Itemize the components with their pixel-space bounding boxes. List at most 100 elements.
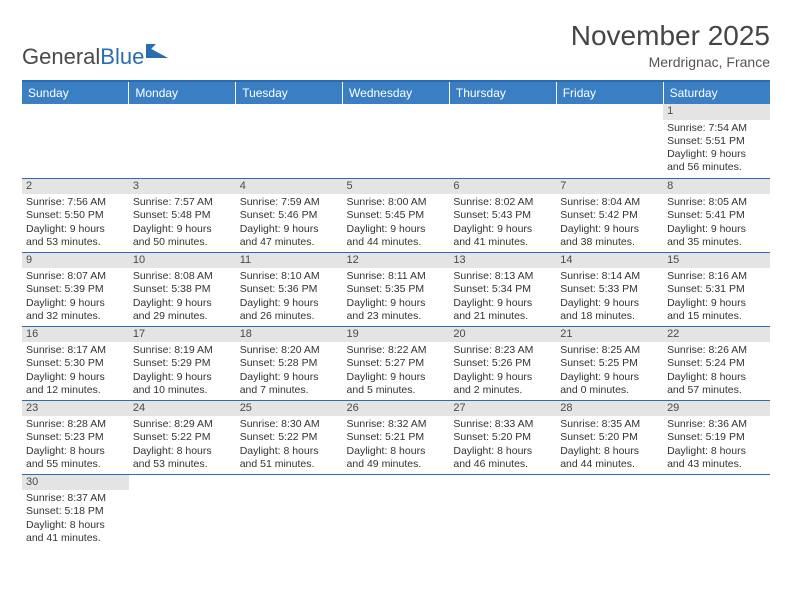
day-body: Sunrise: 8:05 AMSunset: 5:41 PMDaylight:… [663,194,770,251]
sunset: Sunset: 5:36 PM [240,283,339,296]
calendar-cell: 19Sunrise: 8:22 AMSunset: 5:27 PMDayligh… [343,326,450,400]
sunrise: Sunrise: 8:22 AM [347,344,446,357]
day-number: 25 [236,401,343,417]
sunset: Sunset: 5:35 PM [347,283,446,296]
daylight: Daylight: 9 hours and 2 minutes. [453,371,552,397]
daylight: Daylight: 9 hours and 7 minutes. [240,371,339,397]
daylight: Daylight: 9 hours and 5 minutes. [347,371,446,397]
sunrise: Sunrise: 8:11 AM [347,270,446,283]
day-number: 28 [556,401,663,417]
calendar-cell: 17Sunrise: 8:19 AMSunset: 5:29 PMDayligh… [129,326,236,400]
day-number: 15 [663,253,770,269]
day-number: 27 [449,401,556,417]
calendar-cell: 20Sunrise: 8:23 AMSunset: 5:26 PMDayligh… [449,326,556,400]
sunset: Sunset: 5:51 PM [667,135,766,148]
day-number: 9 [22,253,129,269]
daylight: Daylight: 9 hours and 44 minutes. [347,223,446,249]
day-body: Sunrise: 7:56 AMSunset: 5:50 PMDaylight:… [22,194,129,251]
day-header: Monday [129,82,236,104]
sunset: Sunset: 5:30 PM [26,357,125,370]
day-body: Sunrise: 8:13 AMSunset: 5:34 PMDaylight:… [449,268,556,325]
calendar-cell: 16Sunrise: 8:17 AMSunset: 5:30 PMDayligh… [22,326,129,400]
sunrise: Sunrise: 8:00 AM [347,196,446,209]
daylight: Daylight: 9 hours and 10 minutes. [133,371,232,397]
sunset: Sunset: 5:39 PM [26,283,125,296]
daylight: Daylight: 8 hours and 46 minutes. [453,445,552,471]
day-number: 24 [129,401,236,417]
calendar-cell [236,104,343,178]
title-block: November 2025 Merdrignac, France [571,20,770,70]
sunset: Sunset: 5:22 PM [240,431,339,444]
day-body: Sunrise: 8:14 AMSunset: 5:33 PMDaylight:… [556,268,663,325]
day-body: Sunrise: 8:19 AMSunset: 5:29 PMDaylight:… [129,342,236,399]
day-number: 7 [556,179,663,195]
day-body: Sunrise: 8:00 AMSunset: 5:45 PMDaylight:… [343,194,450,251]
daylight: Daylight: 8 hours and 41 minutes. [26,519,125,545]
day-number: 13 [449,253,556,269]
month-title: November 2025 [571,20,770,52]
daylight: Daylight: 9 hours and 29 minutes. [133,297,232,323]
day-body: Sunrise: 7:57 AMSunset: 5:48 PMDaylight:… [129,194,236,251]
calendar-cell: 30Sunrise: 8:37 AMSunset: 5:18 PMDayligh… [22,474,129,548]
sunrise: Sunrise: 8:14 AM [560,270,659,283]
calendar-cell: 21Sunrise: 8:25 AMSunset: 5:25 PMDayligh… [556,326,663,400]
day-header: Friday [556,82,663,104]
calendar-cell [129,474,236,548]
sunset: Sunset: 5:48 PM [133,209,232,222]
day-number: 18 [236,327,343,343]
day-number: 1 [663,104,770,120]
day-number: 14 [556,253,663,269]
sunset: Sunset: 5:28 PM [240,357,339,370]
day-number: 17 [129,327,236,343]
day-number: 11 [236,253,343,269]
day-number: 10 [129,253,236,269]
sunrise: Sunrise: 7:56 AM [26,196,125,209]
logo-text-2: Blue [100,44,144,70]
daylight: Daylight: 9 hours and 47 minutes. [240,223,339,249]
day-number: 30 [22,475,129,491]
day-header: Thursday [449,82,556,104]
sunrise: Sunrise: 8:13 AM [453,270,552,283]
calendar-cell [556,474,663,548]
daylight: Daylight: 9 hours and 50 minutes. [133,223,232,249]
sunset: Sunset: 5:50 PM [26,209,125,222]
sunset: Sunset: 5:19 PM [667,431,766,444]
sunrise: Sunrise: 8:08 AM [133,270,232,283]
sunrise: Sunrise: 8:30 AM [240,418,339,431]
day-number: 3 [129,179,236,195]
sunrise: Sunrise: 8:33 AM [453,418,552,431]
sunset: Sunset: 5:22 PM [133,431,232,444]
day-body: Sunrise: 8:07 AMSunset: 5:39 PMDaylight:… [22,268,129,325]
daylight: Daylight: 9 hours and 38 minutes. [560,223,659,249]
sunrise: Sunrise: 8:02 AM [453,196,552,209]
calendar-cell: 29Sunrise: 8:36 AMSunset: 5:19 PMDayligh… [663,400,770,474]
sunrise: Sunrise: 8:17 AM [26,344,125,357]
logo: GeneralBlue [22,38,168,70]
daylight: Daylight: 9 hours and 23 minutes. [347,297,446,323]
daylight: Daylight: 9 hours and 15 minutes. [667,297,766,323]
sunrise: Sunrise: 8:25 AM [560,344,659,357]
calendar-table: SundayMondayTuesdayWednesdayThursdayFrid… [22,82,770,548]
day-header: Tuesday [236,82,343,104]
day-body: Sunrise: 8:10 AMSunset: 5:36 PMDaylight:… [236,268,343,325]
sunrise: Sunrise: 7:59 AM [240,196,339,209]
calendar-cell [343,104,450,178]
calendar-cell [449,104,556,178]
daylight: Daylight: 9 hours and 0 minutes. [560,371,659,397]
calendar-cell: 28Sunrise: 8:35 AMSunset: 5:20 PMDayligh… [556,400,663,474]
daylight: Daylight: 9 hours and 53 minutes. [26,223,125,249]
sunrise: Sunrise: 8:36 AM [667,418,766,431]
calendar-cell: 1Sunrise: 7:54 AMSunset: 5:51 PMDaylight… [663,104,770,178]
calendar-cell: 26Sunrise: 8:32 AMSunset: 5:21 PMDayligh… [343,400,450,474]
calendar-cell: 22Sunrise: 8:26 AMSunset: 5:24 PMDayligh… [663,326,770,400]
day-number: 22 [663,327,770,343]
calendar-cell: 14Sunrise: 8:14 AMSunset: 5:33 PMDayligh… [556,252,663,326]
daylight: Daylight: 8 hours and 51 minutes. [240,445,339,471]
daylight: Daylight: 9 hours and 32 minutes. [26,297,125,323]
daylight: Daylight: 9 hours and 41 minutes. [453,223,552,249]
day-body: Sunrise: 8:25 AMSunset: 5:25 PMDaylight:… [556,342,663,399]
calendar-cell: 18Sunrise: 8:20 AMSunset: 5:28 PMDayligh… [236,326,343,400]
day-body: Sunrise: 8:17 AMSunset: 5:30 PMDaylight:… [22,342,129,399]
calendar-cell: 9Sunrise: 8:07 AMSunset: 5:39 PMDaylight… [22,252,129,326]
calendar-cell: 13Sunrise: 8:13 AMSunset: 5:34 PMDayligh… [449,252,556,326]
